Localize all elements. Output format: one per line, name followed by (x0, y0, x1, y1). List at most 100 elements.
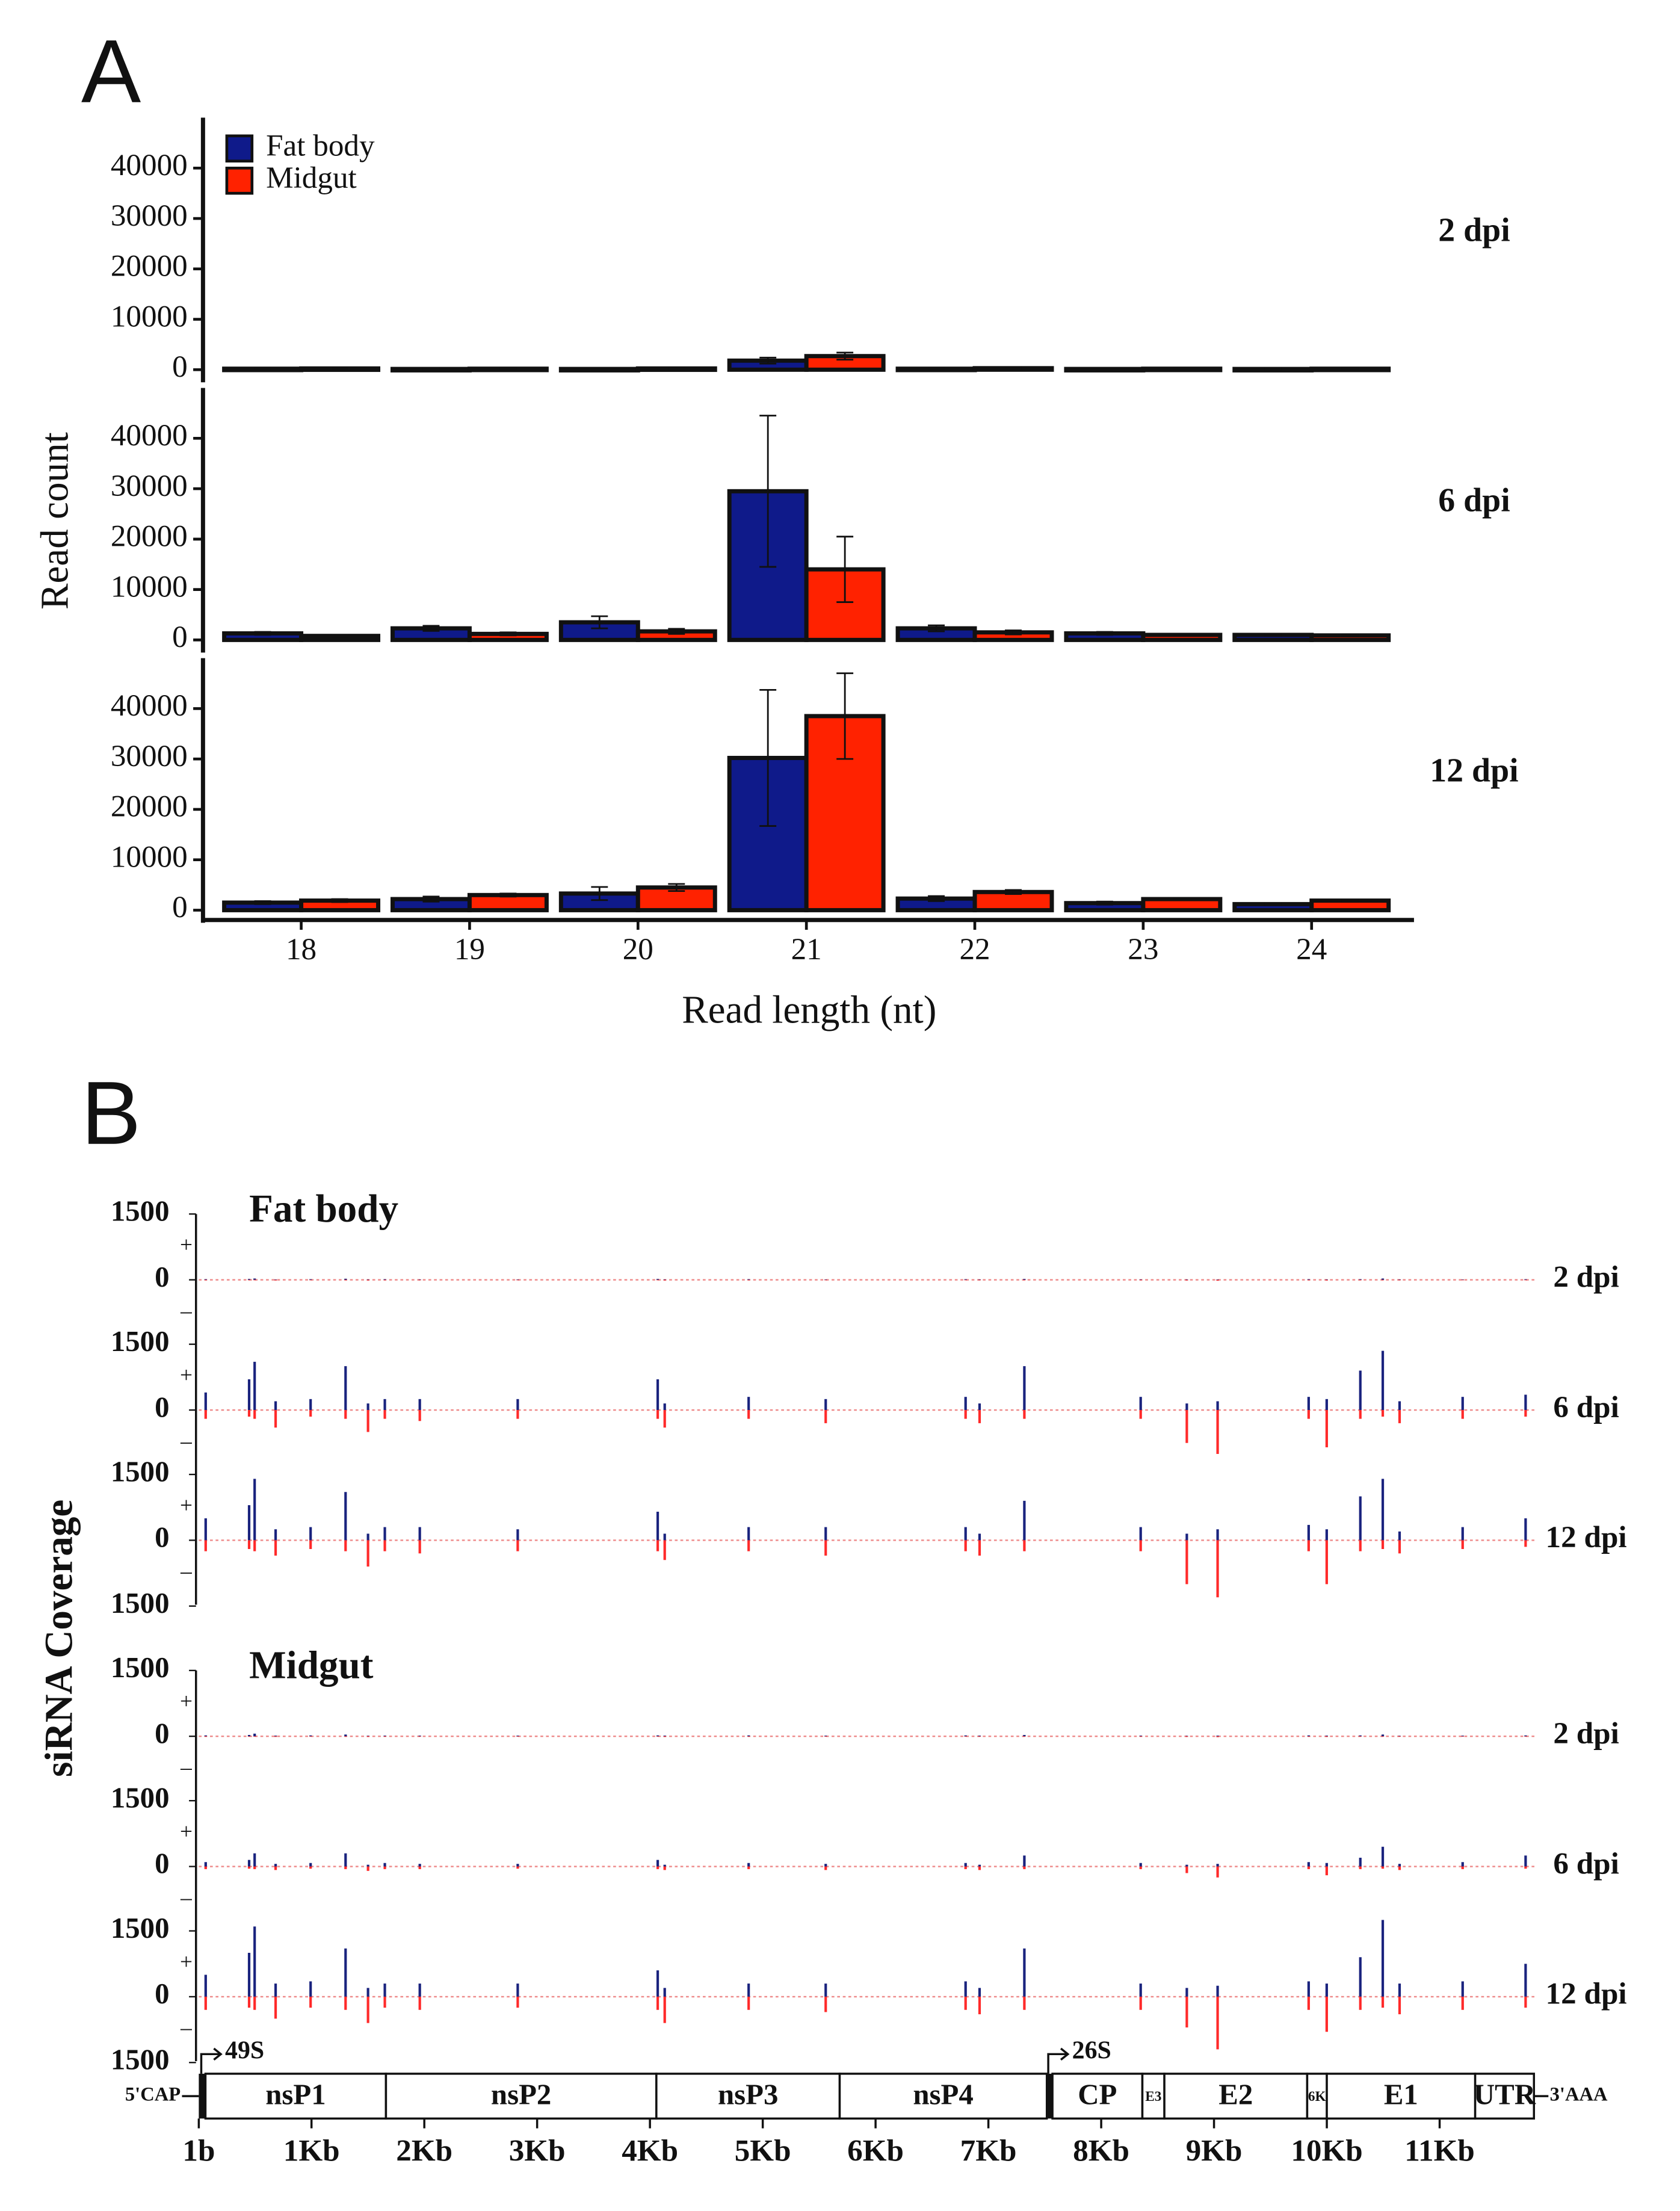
y-tick-label: 1500 (111, 1455, 170, 1488)
track-label: 2 dpi (1553, 1260, 1619, 1294)
y-tick-label: 10000 (111, 299, 188, 333)
y-tick-label: 1500 (111, 1651, 170, 1684)
feature-label: nsP2 (491, 2078, 551, 2111)
x-tick-label: 7Kb (960, 2133, 1017, 2168)
y-tick-label: 10000 (111, 569, 188, 604)
y-tick-label: 1500 (111, 1781, 170, 1814)
x-tick-label: 20 (623, 932, 653, 966)
x-tick-label: 3Kb (509, 2133, 566, 2168)
x-tick-label: 6Kb (847, 2133, 904, 2168)
y-tick-label: 30000 (111, 199, 188, 233)
x-tick-label: 11Kb (1404, 2133, 1475, 2168)
strand-label: + (180, 1689, 193, 1714)
y-tick-label: 20000 (111, 249, 188, 283)
group-title: Midgut (249, 1644, 374, 1687)
genome-feature (655, 2073, 841, 2120)
bar (972, 889, 1054, 912)
y-tick-label: 0 (172, 620, 188, 654)
strand-label: – (180, 1429, 192, 1453)
y-tick-label: 0 (155, 1977, 169, 2010)
feature-label: E3 (1145, 2089, 1161, 2104)
strand-label: + (180, 1363, 193, 1388)
feature-label: UTR (1474, 2078, 1536, 2111)
x-axis-title: Read length (nt) (682, 989, 936, 1032)
genome-end: 5'CAP (125, 2084, 181, 2106)
facet-label: 6 dpi (1438, 481, 1510, 519)
y-tick-label: 0 (155, 1390, 169, 1423)
feature-label: nsP4 (913, 2078, 973, 2111)
group-title: Fat body (249, 1187, 398, 1231)
strand-label: – (180, 2015, 192, 2040)
legend-label: Midgut (266, 161, 357, 195)
promoter-label: 49S (225, 2037, 264, 2065)
genome-feature (838, 2073, 1048, 2120)
x-tick-label: 21 (791, 932, 822, 966)
genome-feature (1051, 2073, 1144, 2120)
genome-feature (384, 2073, 658, 2120)
x-tick-label: 8Kb (1073, 2133, 1129, 2168)
promoter-label: 26S (1072, 2037, 1111, 2065)
genome-feature (1474, 2073, 1536, 2120)
genome-end: 3'AAA (1550, 2084, 1608, 2106)
promoter-arrow (1047, 2047, 1070, 2074)
genome-feature (204, 2073, 388, 2120)
y-tick-label: 30000 (111, 469, 188, 503)
track-label: 6 dpi (1553, 1390, 1619, 1424)
feature-label: nsP3 (718, 2078, 778, 2111)
feature-label: E2 (1218, 2078, 1253, 2111)
track-label: 12 dpi (1546, 1977, 1627, 2011)
x-tick-label: 9Kb (1186, 2133, 1243, 2168)
track-label: 2 dpi (1553, 1716, 1619, 1751)
y-tick-label: 0 (155, 1260, 169, 1293)
x-tick-label: 23 (1128, 932, 1158, 966)
x-tick-label: 22 (959, 932, 990, 966)
promoter-arrow (200, 2047, 223, 2074)
y-tick-label: 30000 (111, 739, 188, 773)
y-tick-label: 0 (155, 1847, 169, 1880)
y-tick-label: 40000 (111, 688, 188, 723)
y-tick-label: 0 (172, 350, 188, 384)
track-label: 12 dpi (1546, 1520, 1627, 1554)
x-tick-label: 5Kb (735, 2133, 791, 2168)
facet-label: 2 dpi (1438, 211, 1510, 249)
x-tick-label: 2Kb (396, 2133, 452, 2168)
strand-label: + (180, 1950, 193, 1974)
y-tick-label: 0 (155, 1716, 169, 1749)
y-tick-label: 1500 (111, 1325, 170, 1358)
strand-label: – (180, 1755, 192, 1780)
legend-label: Fat body (266, 128, 375, 162)
strand-label: – (180, 1299, 192, 1323)
x-tick-label: 10Kb (1291, 2133, 1362, 2168)
y-tick-label: 1500 (111, 1195, 170, 1228)
feature-label: nsP1 (265, 2078, 326, 2111)
panel-label: B (81, 1063, 141, 1163)
y-tick-label: 1500 (111, 1911, 170, 1944)
x-tick-label: 19 (454, 932, 485, 966)
feature-label: 6K (1308, 2089, 1326, 2104)
x-tick-label: 4Kb (622, 2133, 678, 2168)
y-tick-label: 20000 (111, 519, 188, 554)
y-tick-label: 20000 (111, 790, 188, 824)
track-label: 6 dpi (1553, 1846, 1619, 1881)
facet-label: 12 dpi (1430, 752, 1518, 789)
x-tick-label: 18 (286, 932, 317, 966)
legend-swatch (225, 134, 254, 162)
y-tick-label: 40000 (111, 418, 188, 453)
legend-swatch (225, 166, 254, 195)
genome-feature (1326, 2073, 1477, 2120)
y-axis-title: siRNA Coverage (38, 1500, 81, 1777)
strand-label: – (180, 1885, 192, 1910)
strand-label: + (180, 1493, 193, 1518)
feature-label: E1 (1384, 2078, 1418, 2111)
x-tick-label: 1b (182, 2133, 215, 2168)
genome-feature (1163, 2073, 1309, 2120)
genome-junction (1046, 2073, 1053, 2119)
bar (467, 892, 549, 912)
strand-label: + (180, 1819, 193, 1844)
x-tick-label: 24 (1296, 932, 1327, 966)
y-tick-label: 10000 (111, 840, 188, 874)
strand-label: – (180, 1559, 192, 1584)
y-tick-label: 1500 (111, 2042, 170, 2076)
